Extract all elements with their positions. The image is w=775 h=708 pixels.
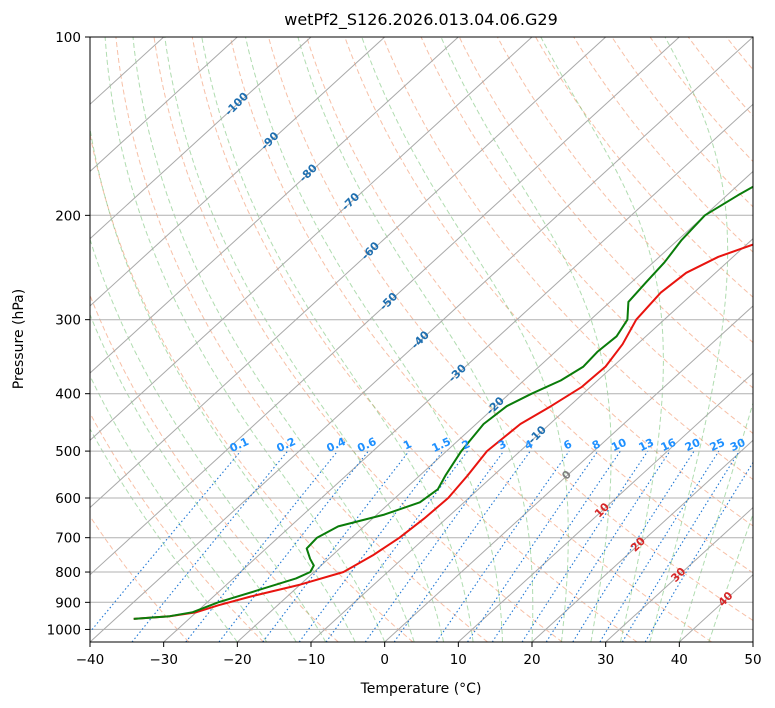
dry-adiabat: [496, 37, 753, 344]
moist-adiabat: [201, 37, 474, 642]
isotherm-line: [90, 37, 238, 173]
isotherm-line: [90, 37, 680, 576]
isotherm-line: [605, 506, 753, 642]
dry-adiabat: [420, 37, 753, 435]
moist-adiabat: [649, 37, 729, 642]
isotherm-line: [90, 37, 386, 307]
x-tick-label: −30: [149, 652, 178, 668]
mixing-ratio-label: 16: [659, 436, 679, 454]
y-tick-label: 900: [55, 595, 81, 611]
mixing-ratio-label: 25: [708, 436, 727, 454]
moist-adiabat: [132, 37, 415, 642]
mixing-ratio-lines: [90, 450, 753, 642]
mixing-ratio-label: 30: [728, 436, 748, 454]
moist-adiabat: [297, 37, 534, 642]
x-tick-label: 30: [597, 652, 614, 668]
sounding-series: [133, 185, 753, 620]
moist-adiabat: [90, 427, 238, 642]
moist-adiabat: [90, 125, 356, 642]
mixing-ratio-line: [521, 450, 649, 642]
moist-adiabat: [90, 313, 297, 642]
moist-adiabat: [540, 37, 664, 642]
dry-adiabat: [191, 37, 638, 642]
isotherm-line: [236, 170, 753, 642]
mixing-ratio-line: [262, 450, 410, 642]
x-tick-label: 40: [671, 652, 688, 668]
y-tick-label: 600: [55, 491, 81, 507]
y-tick-label: 200: [55, 208, 81, 224]
y-tick-label: 400: [55, 387, 81, 403]
isotherm-line: [90, 37, 753, 642]
isotherm-line: [90, 37, 312, 240]
temperature-profile-line: [133, 243, 753, 620]
y-axis: 100 200 300 400 500 600 700 800 900 1000: [47, 30, 90, 638]
moist-adiabat: [90, 237, 327, 642]
mixing-ratio-line: [185, 450, 339, 642]
y-tick-label: 1000: [47, 622, 81, 638]
x-axis: −40 −30 −20 −10 0 10 20 30 40 50: [76, 642, 762, 668]
x-axis-label: Temperature (°C): [360, 681, 482, 697]
mixing-ratio-line: [621, 450, 740, 642]
isotherm-line: [90, 37, 607, 509]
isobars: [90, 37, 753, 630]
mixing-ratio-line: [364, 450, 505, 642]
isotherm-line: [531, 439, 753, 642]
mixing-ratio-line: [131, 450, 289, 642]
plot-grid: [90, 37, 753, 642]
mixing-ratio-line: [393, 450, 531, 642]
isotherm-line: [163, 103, 753, 642]
mixing-ratio-line: [467, 450, 599, 642]
moist-adiabat: [708, 513, 753, 642]
mixing-ratio-label: 10: [609, 436, 629, 454]
isotherms: [90, 37, 753, 642]
y-tick-label: 700: [55, 531, 81, 547]
x-tick-label: −40: [76, 652, 105, 668]
dry-adiabat: [382, 37, 753, 481]
x-tick-label: 20: [523, 652, 540, 668]
moist-adiabat: [361, 37, 569, 642]
mixing-ratio-line: [572, 450, 695, 642]
isotherm-line: [384, 305, 753, 642]
moist-adiabat: [440, 37, 612, 642]
mixing-ratio-line: [90, 450, 242, 633]
moist-adiabat: [164, 37, 445, 642]
y-tick-label: 100: [55, 30, 81, 46]
mixing-ratio-line: [435, 450, 570, 642]
x-tick-label: 10: [450, 652, 467, 668]
y-tick-label: 500: [55, 444, 81, 460]
mixing-ratio-line: [545, 450, 671, 642]
dry-adiabat: [115, 37, 488, 642]
moist-adiabat: [245, 37, 503, 642]
chart-title: wetPf2_S126.2026.013.04.06.G29: [284, 10, 558, 30]
y-tick-label: 300: [55, 313, 81, 329]
y-tick-label: 800: [55, 565, 81, 581]
mixing-ratio-label: 20: [683, 436, 703, 454]
x-tick-label: 50: [744, 652, 761, 668]
isotherm-line: [310, 237, 753, 642]
mixing-ratio-label: 13: [637, 436, 656, 454]
x-tick-label: 0: [380, 652, 389, 668]
dry-adiabat: [535, 37, 753, 298]
dry-adiabat: [306, 37, 753, 574]
moist-adiabat: [678, 401, 753, 642]
y-axis-label: Pressure (hPa): [11, 289, 27, 389]
dewpoint-profile-line: [133, 185, 753, 620]
dry-adiabat: [268, 37, 753, 622]
plot-frame: [89, 36, 754, 643]
mixing-ratio-line: [325, 450, 468, 642]
isotherm-line: [457, 372, 753, 642]
x-tick-label: −20: [223, 652, 252, 668]
mixing-ratio-line: [491, 450, 621, 642]
x-tick-label: −10: [297, 652, 326, 668]
isotherm-line: [90, 37, 533, 442]
dry-adiabat: [153, 37, 563, 642]
moist-adiabats: [90, 37, 753, 642]
isotherm-line: [90, 37, 459, 374]
